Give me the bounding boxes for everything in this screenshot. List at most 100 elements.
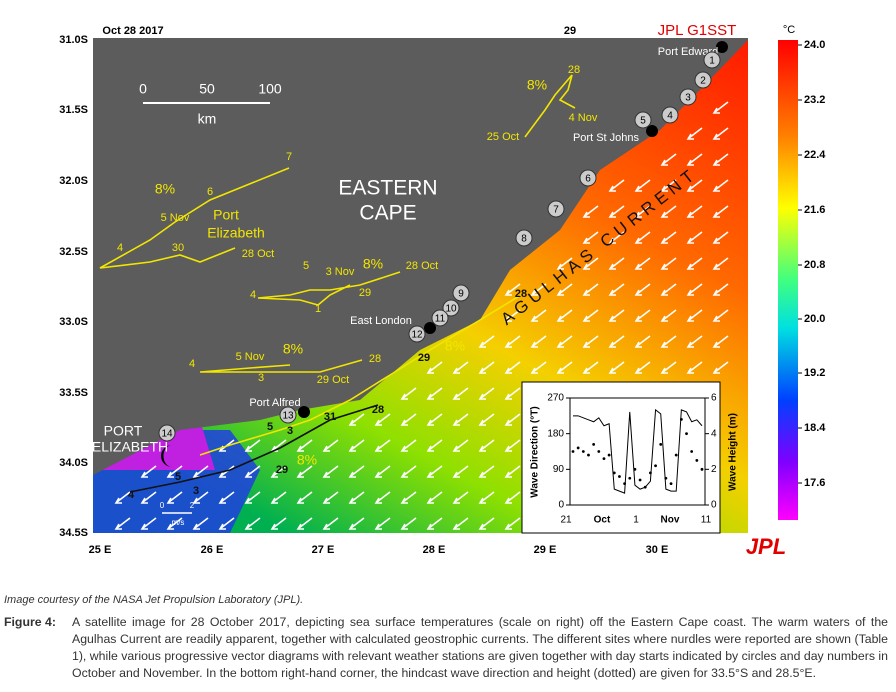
- label: 4: [250, 289, 256, 301]
- label: Port Alfred: [249, 397, 300, 409]
- current-arrow: [244, 497, 252, 504]
- current-arrow: [142, 491, 157, 503]
- current-arrow: [584, 257, 599, 269]
- label: 31: [324, 411, 336, 423]
- label: 33.0S: [59, 316, 88, 328]
- label: 0: [558, 500, 564, 511]
- current-arrow: [688, 283, 703, 295]
- current-arrow: [454, 517, 469, 529]
- current-arrow: [660, 341, 668, 348]
- current-arrow: [582, 263, 590, 270]
- label: Elizabeth: [207, 225, 265, 241]
- town-marker: [298, 406, 310, 418]
- current-arrow: [480, 517, 495, 529]
- label: 3 Nov: [326, 266, 355, 278]
- current-arrow: [608, 367, 616, 374]
- label: 270: [547, 393, 564, 404]
- current-arrow: [610, 335, 625, 347]
- site-marker: [442, 299, 460, 317]
- current-arrow: [452, 445, 460, 452]
- label: 30: [172, 242, 184, 254]
- label: 32.5S: [59, 246, 88, 258]
- label: 7: [286, 151, 292, 163]
- height-point: [654, 464, 657, 468]
- label: 28: [369, 353, 381, 365]
- current-arrow: [504, 419, 512, 426]
- current-arrow: [584, 335, 599, 347]
- current-arrow: [220, 491, 235, 503]
- label: 23.2: [804, 94, 825, 106]
- current-arrow: [714, 309, 729, 321]
- current-arrow: [504, 367, 512, 374]
- current-arrow: [714, 231, 729, 243]
- current-arrow: [192, 497, 200, 504]
- current-arrow: [402, 517, 417, 529]
- current-arrow: [504, 445, 512, 452]
- label: 3: [258, 372, 264, 384]
- current-arrow: [686, 133, 694, 140]
- site-marker: [515, 229, 533, 247]
- label: 90: [553, 464, 565, 475]
- current-arrow: [558, 309, 573, 321]
- height-point: [592, 442, 596, 446]
- current-arrow: [584, 309, 599, 321]
- current-arrow: [452, 523, 460, 530]
- label: 29: [276, 464, 288, 476]
- current-arrow: [400, 497, 408, 504]
- current-arrow: [114, 497, 122, 504]
- current-arrow: [140, 497, 148, 504]
- current-arrow: [660, 159, 668, 166]
- current-arrow: [506, 335, 521, 347]
- current-arrow: [376, 439, 391, 451]
- height-point: [700, 467, 704, 471]
- label: 24.0: [804, 39, 825, 51]
- current-arrow: [428, 465, 443, 477]
- current-arrow: [272, 491, 287, 503]
- current-arrow: [584, 361, 599, 373]
- current-arrow: [348, 497, 356, 504]
- current-arrow: [712, 133, 720, 140]
- label: 8%: [363, 256, 383, 272]
- current-arrow: [712, 367, 720, 374]
- current-arrow: [480, 439, 495, 451]
- current-arrow: [426, 419, 434, 426]
- current-arrow: [400, 471, 408, 478]
- current-arrow: [636, 257, 651, 269]
- current-arrow: [400, 393, 408, 400]
- current-arrow: [582, 289, 590, 296]
- current-arrow: [582, 341, 590, 348]
- current-arrow: [272, 517, 287, 529]
- current-arrow: [582, 315, 590, 322]
- current-arrow: [610, 205, 625, 217]
- label: 2: [190, 501, 195, 510]
- height-point: [576, 446, 580, 450]
- current-arrow: [660, 315, 668, 322]
- current-arrow: [374, 445, 382, 452]
- current-arrow: [634, 237, 642, 244]
- current-arrow: [166, 471, 174, 478]
- current-arrow: [296, 471, 304, 478]
- height-point: [602, 457, 606, 461]
- label: 2: [700, 76, 706, 87]
- height-point: [618, 475, 621, 478]
- current-arrow: [634, 341, 642, 348]
- label: 20.0: [804, 313, 825, 325]
- current-arrow: [428, 491, 443, 503]
- current-arrow: [504, 393, 512, 400]
- current-arrow: [478, 341, 486, 348]
- current-arrow: [686, 211, 694, 218]
- current-arrow: [246, 491, 261, 503]
- current-arrow: [194, 465, 209, 477]
- current-arrow: [686, 341, 694, 348]
- current-arrow: [428, 387, 443, 399]
- site-marker: [661, 106, 679, 124]
- current-arrow: [480, 361, 495, 373]
- current-arrow: [348, 471, 356, 478]
- current-arrow: [688, 205, 703, 217]
- label: 6: [585, 174, 591, 185]
- current-arrow: [688, 127, 703, 139]
- current-arrow: [610, 179, 625, 191]
- current-arrow: [686, 315, 694, 322]
- height-point: [659, 442, 663, 446]
- label: 0: [711, 500, 717, 511]
